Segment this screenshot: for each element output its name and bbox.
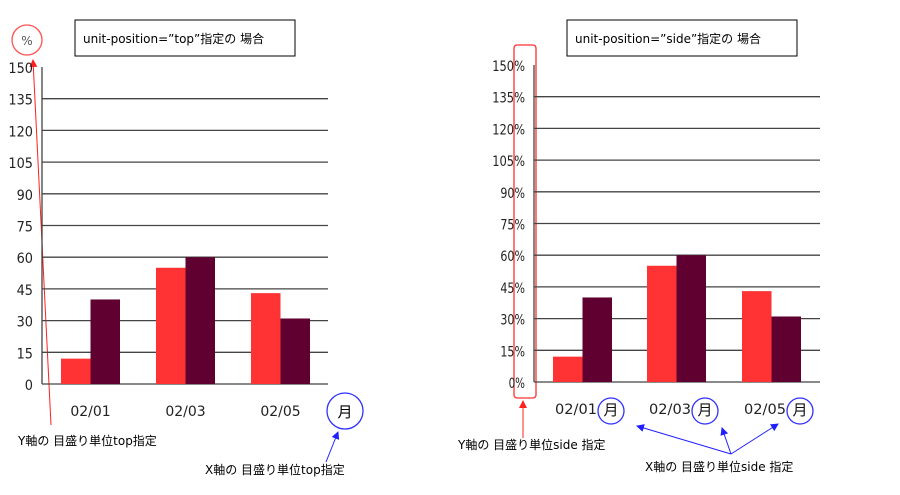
y-tick-label: 120 bbox=[8, 124, 33, 140]
bar-series2-02-05 bbox=[280, 318, 310, 384]
bar-series2-02-03 bbox=[676, 255, 706, 382]
x-tick-label: 02/01 bbox=[70, 404, 110, 420]
chart-title-top: unit-position=”top”指定の 場合 bbox=[83, 31, 264, 46]
x-unit-arrow-3 bbox=[730, 423, 779, 455]
x-tick-unit: 月 bbox=[697, 401, 712, 419]
y-tick-label: 105 bbox=[8, 156, 33, 172]
bar-series2-02-03 bbox=[185, 257, 215, 384]
y-tick-label: 75% bbox=[500, 218, 525, 234]
x-annotation-top: X軸の 目盛り単位top指定 bbox=[205, 462, 345, 477]
chart-title-side: unit-position=”side”指定の 場合 bbox=[575, 31, 761, 46]
y-tick-label: 150 bbox=[8, 61, 33, 77]
x-tick-unit: 月 bbox=[603, 401, 618, 419]
y-tick-label: 60% bbox=[500, 249, 525, 265]
y-tick-label: 135 bbox=[8, 93, 33, 109]
bar-series1-02-05 bbox=[251, 293, 281, 384]
y-tick-label: 45 bbox=[17, 283, 33, 299]
y-tick-label: 30 bbox=[17, 315, 33, 331]
x-unit-highlight-circle bbox=[326, 392, 364, 430]
y-tick-label: 150% bbox=[492, 59, 525, 75]
x-tick-label: 02/05 bbox=[260, 404, 300, 420]
y-tick-label: 120% bbox=[492, 122, 525, 138]
y-tick-label: 15 bbox=[17, 346, 33, 362]
y-tick-label: 0 bbox=[25, 378, 33, 394]
x-unit-arrow-2 bbox=[720, 427, 732, 455]
x-unit-arrow-1 bbox=[636, 424, 732, 455]
y-tick-label: 75 bbox=[17, 220, 33, 236]
bar-series2-02-01 bbox=[90, 299, 120, 384]
title-box-side bbox=[566, 19, 798, 57]
y-tick-label: 135% bbox=[492, 91, 525, 107]
x-tick-label: 02/01 bbox=[555, 402, 597, 418]
x-unit-circle-1 bbox=[597, 397, 625, 425]
bar-series2-02-05 bbox=[771, 316, 801, 382]
bar-series1-02-03 bbox=[647, 265, 677, 382]
y-tick-label: 45% bbox=[500, 281, 525, 297]
y-unit-label-top: % bbox=[21, 34, 32, 48]
y-tick-label: 90 bbox=[17, 188, 33, 204]
bar-series1-02-01 bbox=[553, 356, 583, 382]
x-tick-label: 02/05 bbox=[744, 402, 786, 418]
bar-series2-02-01 bbox=[582, 297, 612, 382]
x-annotation-side: X軸の 目盛り単位side 指定 bbox=[645, 459, 793, 474]
x-tick-unit: 月 bbox=[792, 401, 807, 419]
bar-series1-02-01 bbox=[61, 358, 91, 384]
y-tick-label: 0% bbox=[509, 376, 525, 392]
y-unit-highlight-circle bbox=[11, 24, 43, 56]
x-tick-label: 02/03 bbox=[165, 404, 205, 420]
y-tick-label: 60 bbox=[17, 251, 33, 267]
y-tick-label: 90% bbox=[500, 186, 525, 202]
y-annotation-top: Y軸の 目盛り単位top指定 bbox=[17, 433, 157, 448]
y-tick-label: 30% bbox=[500, 313, 525, 329]
bar-series1-02-03 bbox=[156, 267, 186, 384]
x-unit-arrow bbox=[325, 431, 340, 463]
bar-series1-02-05 bbox=[742, 291, 772, 382]
x-unit-circle-2 bbox=[691, 397, 719, 425]
y-unit-highlight-box bbox=[513, 44, 537, 399]
y-tick-label: 105% bbox=[492, 154, 525, 170]
y-annotation-side: Y軸の 目盛り単位side 指定 bbox=[457, 437, 606, 452]
x-unit-circle-3 bbox=[786, 397, 814, 425]
title-box-top bbox=[74, 19, 296, 57]
x-unit-label-top: 月 bbox=[337, 403, 352, 421]
y-tick-label: 15% bbox=[500, 344, 525, 360]
x-tick-label: 02/03 bbox=[649, 402, 691, 418]
